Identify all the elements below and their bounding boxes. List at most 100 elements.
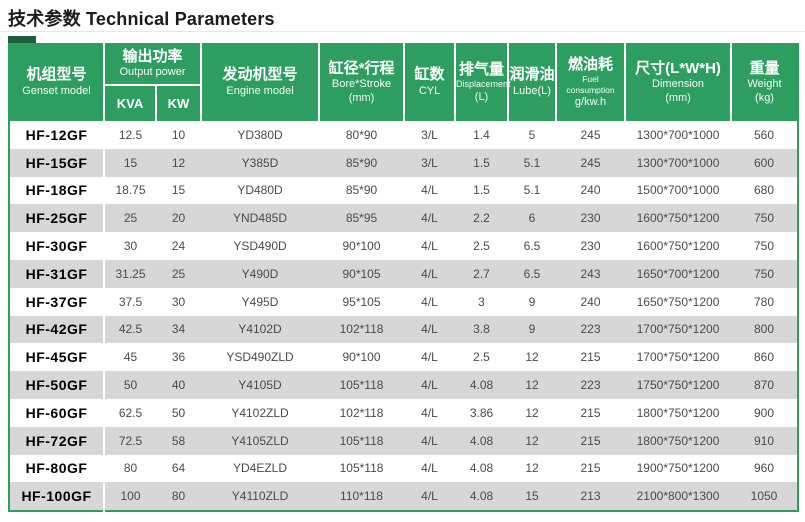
cell-weight: 750 [754, 211, 775, 226]
col-header-dimension-zh: 尺寸(L*W*H) [635, 59, 721, 77]
cell-model: HF-60GF [9, 398, 105, 427]
cell-model: HF-80GF [9, 454, 105, 483]
cell-model: HF-31GF [9, 259, 105, 288]
cell-model: HF-37GF [9, 287, 105, 316]
col-header-displacement-zh: 排气量 [459, 60, 505, 78]
cell-displacement: 4.08 [469, 378, 494, 393]
cell-model: HF-15GF [9, 148, 105, 177]
col-header-lube: 润滑油 Lube(L) [508, 43, 558, 121]
col-header-output-power-en: Output power [119, 66, 186, 79]
cell-displacement: 2.2 [473, 211, 490, 226]
technical-parameters-table: 机组型号 Genset model 输出功率 Output power 发动机型… [8, 43, 800, 513]
table-row: HF-60GF 62.5 50 Y4102ZLD 102*118 4/L 3.86 12 215… [9, 398, 798, 427]
cell-model: HF-50GF [9, 371, 105, 399]
cell-weight: 860 [754, 350, 775, 365]
cell-engine: Y4102ZLD [231, 405, 289, 420]
table-row: HF-80GF 80 64 YD4EZLD 105*118 4/L 4.08 12 215 190… [9, 454, 798, 483]
cell-cyl: 4/L [421, 294, 438, 309]
cell-engine: Y385D [241, 155, 279, 170]
table-row: HF-45GF 45 36 YSD490ZLD 90*100 4/L 2.5 12 215 170… [9, 343, 798, 372]
cell-weight: 1050 [750, 489, 778, 504]
col-header-dimension-en: Dimension [652, 78, 704, 90]
cell-fuel: 215 [580, 350, 601, 365]
cell-lube: 6 [528, 211, 536, 226]
cell-model: HF-30GF [9, 232, 105, 260]
table-row: HF-42GF 42.5 34 Y4102D 102*118 4/L 3.8 9 223 1700… [9, 315, 799, 344]
cell-dimension: 1900*750*1200 [636, 461, 720, 476]
cell-model: HF-100GF [9, 482, 105, 512]
col-header-displacement: 排气量 Displacement (L) [455, 43, 511, 121]
title-divider [0, 31, 805, 32]
cell-kw: 40 [171, 378, 186, 393]
col-header-displacement-en: Displacement [456, 79, 511, 90]
cell-kw: 30 [171, 294, 186, 309]
cell-weight: 780 [754, 294, 775, 309]
cell-engine: YSD490D [233, 239, 287, 254]
cell-lube: 9 [528, 294, 536, 309]
cell-dimension: 1800*750*1200 [636, 433, 720, 448]
cell-fuel: 213 [580, 489, 601, 504]
cell-cyl: 4/L [421, 461, 438, 476]
cell-cyl: 4/L [421, 266, 438, 281]
cell-bore-stroke: 105*118 [339, 461, 384, 476]
cell-kw: 10 [171, 127, 186, 142]
cell-fuel: 215 [580, 405, 601, 420]
cell-engine: YD480D [237, 183, 283, 198]
cell-fuel: 230 [580, 239, 601, 254]
cell-dimension: 1500*700*1000 [636, 183, 720, 198]
table-row: HF-100GF 100 80 Y4110ZLD 110*118 4/L 4.08 15 213… [9, 482, 799, 512]
cell-bore-stroke: 95*105 [342, 294, 381, 309]
cell-model: HF-18GF [9, 176, 105, 205]
cell-displacement: 4.08 [469, 433, 494, 448]
cell-bore-stroke: 102*118 [339, 405, 384, 420]
cell-displacement: 4.08 [469, 489, 494, 504]
cell-cyl: 4/L [421, 183, 438, 198]
cell-engine: Y495D [241, 294, 279, 309]
cell-cyl: 4/L [421, 378, 438, 393]
col-header-genset-model: 机组型号 Genset model [9, 43, 105, 121]
col-header-kw: KW [156, 85, 203, 121]
cell-dimension: 1700*750*1200 [636, 322, 720, 337]
cell-bore-stroke: 85*90 [345, 155, 378, 170]
cell-displacement: 2.5 [473, 350, 490, 365]
cell-dimension: 1650*700*1200 [636, 266, 720, 281]
cell-displacement: 3.8 [473, 322, 490, 337]
cell-displacement: 2.5 [473, 239, 490, 254]
cell-kva: 80 [123, 461, 138, 476]
cell-lube: 6.5 [523, 266, 541, 281]
cell-engine: Y4105D [238, 378, 282, 393]
cell-kva: 62.5 [118, 405, 143, 420]
col-header-fuel-consumption-unit: g/kw.h [574, 95, 607, 108]
cell-weight: 560 [754, 127, 775, 142]
cell-weight: 680 [754, 183, 775, 198]
cell-kva: 12.5 [118, 127, 143, 142]
cell-kva: 72.5 [118, 433, 143, 448]
cell-dimension: 1600*750*1200 [636, 211, 720, 226]
table-row: HF-37GF 37.5 30 Y495D 95*105 4/L 3 9 240 1650*750… [9, 287, 798, 316]
cell-dimension: 1700*750*1200 [636, 350, 720, 365]
cell-fuel: 240 [580, 183, 601, 198]
cell-dimension: 1300*700*1000 [636, 155, 720, 170]
col-header-dimension: 尺寸(L*W*H) Dimension (mm) [625, 43, 733, 121]
cell-weight: 750 [754, 266, 775, 281]
col-header-genset-model-en: Genset model [22, 84, 91, 97]
col-header-cyl-zh: 缸数 [414, 66, 445, 84]
col-header-kva: KVA [104, 85, 157, 121]
col-header-fuel-consumption: 燃油耗 Fuel consumption g/kw.h [556, 43, 627, 121]
table-row: HF-18GF 18.75 15 YD480D 85*90 4/L 1.5 5.1 240 150… [9, 176, 798, 205]
col-header-engine-model-zh: 发动机型号 [222, 66, 298, 84]
cell-engine: Y4105ZLD [231, 433, 289, 448]
cell-lube: 5.1 [523, 155, 541, 170]
header-corner-mark [8, 36, 36, 44]
col-header-engine-model-en: Engine model [226, 84, 294, 97]
col-header-weight-zh: 重量 [749, 59, 780, 77]
cell-weight: 900 [754, 405, 775, 420]
cell-bore-stroke: 110*118 [340, 489, 383, 504]
cell-kw: 80 [171, 489, 186, 504]
cell-cyl: 3/L [421, 127, 438, 142]
cell-fuel: 230 [580, 211, 601, 226]
cell-kva: 18.75 [115, 183, 146, 198]
col-header-engine-model: 发动机型号 Engine model [201, 43, 321, 121]
cell-lube: 12 [525, 350, 539, 365]
